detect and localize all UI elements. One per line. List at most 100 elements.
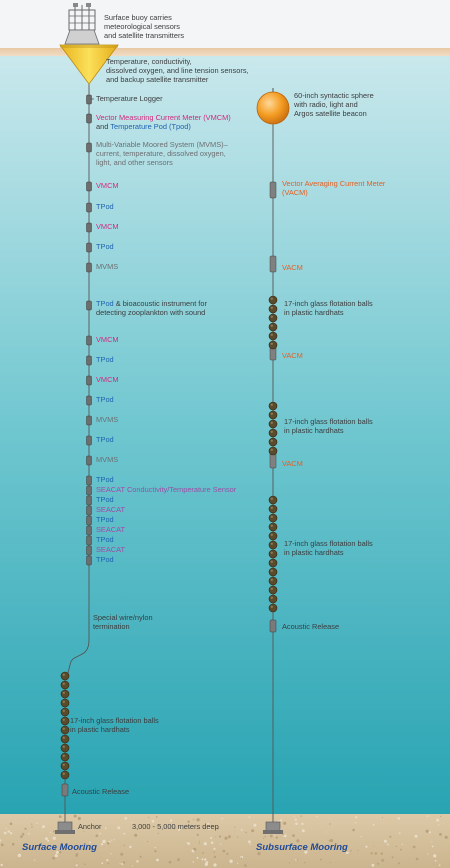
instrument-housing: [86, 505, 92, 516]
instrument-housing: [86, 94, 92, 105]
instrument-housing: [86, 515, 92, 526]
glass-float: [268, 437, 278, 447]
label-mvms-3: MVMS: [96, 455, 119, 464]
instrument-housing: [86, 415, 92, 426]
instrument-housing: [86, 525, 92, 536]
glass-float: [268, 340, 278, 350]
glass-float: [268, 531, 278, 541]
label-temperature-logger: Temperature Logger: [96, 94, 163, 103]
instrument-housing: [86, 375, 92, 386]
label-surface-floats: 17-inch glass flotation balls in plastic…: [70, 716, 159, 734]
label-bioacoustic: & bioacoustic instrument for detecting z…: [96, 299, 207, 317]
title-surface-mooring: Surface Mooring: [22, 842, 97, 853]
sea-surface: [0, 48, 450, 56]
label-tpod-5: TPod: [96, 435, 114, 444]
instrument-housing: [86, 395, 92, 406]
instrument-housing: [86, 545, 92, 556]
vacm-housing: [269, 255, 277, 273]
title-subsurface-mooring: Subsurface Mooring: [256, 842, 348, 853]
glass-float: [268, 428, 278, 438]
instrument-housing: [86, 455, 92, 466]
instrument-housing: [86, 335, 92, 346]
label-seacat-1: SEACAT: [96, 505, 126, 514]
glass-float: [268, 410, 278, 420]
glass-float: [60, 689, 70, 699]
label-seacat-2: SEACAT: [96, 525, 126, 534]
glass-float: [268, 549, 278, 559]
instrument-housing: [86, 181, 92, 192]
label-tpod-long: Temperature Pod (Tpod): [110, 122, 191, 131]
glass-float: [60, 734, 70, 744]
label-tpod-2: TPod: [96, 242, 114, 251]
label-mvms-long: Multi-Variable Moored System (MVMS)– cur…: [96, 140, 228, 167]
label-vacm-3: VACM: [282, 459, 303, 468]
glass-float: [60, 725, 70, 735]
label-tpod-bio: TPod & bioacoustic instrument for detect…: [96, 299, 207, 318]
seafloor-texture: [0, 814, 448, 867]
glass-float: [268, 576, 278, 586]
instrument-housing: [86, 485, 92, 496]
label-vmcm-long: Vector Measuring Current Meter (VMCM): [96, 113, 231, 122]
instrument-housing: [86, 435, 92, 446]
vacm-housing: [269, 181, 277, 199]
glass-float: [60, 743, 70, 753]
instrument-housing: [86, 222, 92, 233]
label-tpod-7: TPod: [96, 495, 114, 504]
label-tpod-1: TPod: [96, 202, 114, 211]
glass-float: [268, 419, 278, 429]
subsurface-anchor: [263, 821, 283, 834]
glass-float: [268, 313, 278, 323]
glass-float: [60, 770, 70, 780]
glass-float: [268, 401, 278, 411]
label-surface-buoy: Surface buoy carries meteorological sens…: [104, 13, 185, 40]
label-vmcm-and-tpod: and Temperature Pod (Tpod): [96, 122, 191, 132]
glass-float: [268, 504, 278, 514]
glass-float: [268, 513, 278, 523]
label-vacm-long: Vector Averaging Current Meter (VACM): [282, 179, 386, 197]
label-vmcm-3: VMCM: [96, 335, 119, 344]
instrument-housing: [86, 202, 92, 213]
instrument-housing: [86, 355, 92, 366]
label-surface-release: Acoustic Release: [72, 787, 130, 796]
glass-float: [60, 680, 70, 690]
label-tpod-3: TPod: [96, 355, 114, 364]
label-mvms-2: MVMS: [96, 415, 119, 424]
glass-float: [60, 761, 70, 771]
label-vmcm-1: VMCM: [96, 181, 119, 190]
label-floats-1: 17-inch glass flotation balls in plastic…: [284, 299, 373, 317]
glass-float: [268, 322, 278, 332]
instrument-housing: [86, 262, 92, 273]
glass-float: [60, 752, 70, 762]
glass-float: [60, 716, 70, 726]
label-seacat-long: SEACAT Conductivity/Temperature Sensor: [96, 485, 237, 494]
instrument-housing: [86, 535, 92, 546]
glass-float: [268, 603, 278, 613]
glass-float: [60, 707, 70, 717]
glass-float: [268, 540, 278, 550]
label-tpod-9: TPod: [96, 535, 114, 544]
instrument-housing: [86, 113, 92, 124]
glass-float: [268, 558, 278, 568]
label-vmcm-4: VMCM: [96, 375, 119, 384]
label-anchor: Anchor: [78, 822, 102, 831]
instrument-housing: [86, 242, 92, 253]
label-tpod-10: TPod: [96, 555, 114, 564]
glass-float: [268, 495, 278, 505]
label-vacm-2: VACM: [282, 351, 303, 360]
glass-float: [268, 331, 278, 341]
glass-float: [268, 295, 278, 305]
label-tpod-8: TPod: [96, 515, 114, 524]
label-tpod-6: TPod: [96, 475, 114, 484]
glass-float: [268, 522, 278, 532]
label-mvms-1: MVMS: [96, 262, 119, 271]
seafloor: [0, 814, 450, 868]
label-hull-sensors: Temperature, conductivity, dissolved oxy…: [106, 57, 249, 84]
glass-float: [268, 446, 278, 456]
instrument-housing: [86, 475, 92, 486]
instrument-housing: [86, 495, 92, 506]
surface-anchor: [55, 821, 75, 834]
instrument-housing: [86, 142, 92, 153]
label-floats-3: 17-inch glass flotation balls in plastic…: [284, 539, 373, 557]
